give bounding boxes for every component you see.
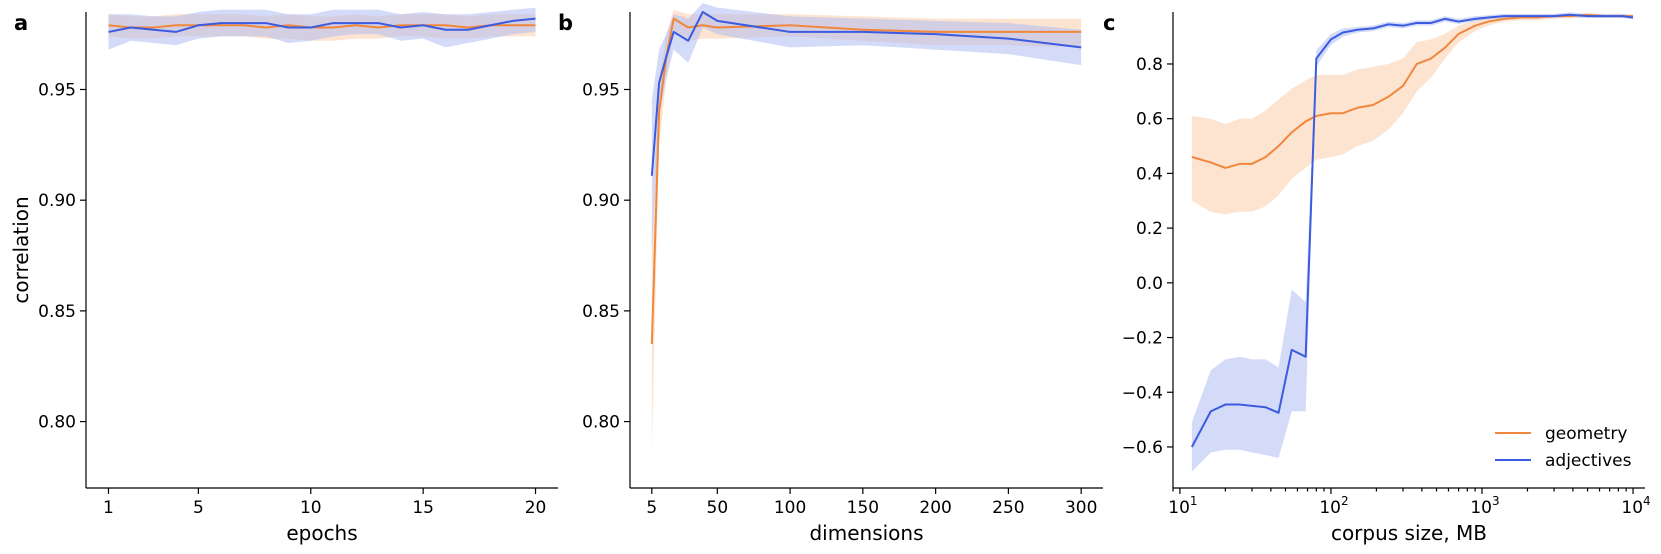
y-tick-label: 0.6 [1136, 110, 1163, 130]
x-tick-label: 103 [1470, 494, 1499, 518]
y-tick-label: 0.80 [582, 413, 620, 433]
confidence-bands [1191, 12, 1634, 472]
confidence-bands [651, 3, 1082, 453]
line-adjectives [1190, 13, 1634, 448]
y-tick-label: −0.6 [1122, 438, 1163, 458]
y-tick-label: 0.90 [38, 191, 76, 211]
x-tick-label: 102 [1319, 494, 1348, 518]
band-geometry [1191, 13, 1634, 215]
line-adjectives [650, 11, 1082, 176]
y-tick-label: −0.4 [1122, 383, 1163, 403]
line-geometry [650, 17, 1082, 345]
x-axis-label: dimensions [809, 521, 923, 545]
x-tick-label: 200 [919, 498, 951, 518]
panel-letter: c [1103, 11, 1115, 35]
x-tick-label: 5 [193, 498, 204, 518]
band-adjectives [1191, 12, 1634, 472]
line-adjectives [108, 17, 536, 33]
band-geometry [651, 9, 1082, 453]
x-tick-label: 50 [707, 498, 729, 518]
x-tick-label: 150 [847, 498, 879, 518]
x-tick-label: 5 [646, 498, 657, 518]
x-tick-label: 101 [1168, 494, 1197, 518]
x-axis-label: corpus size, MB [1331, 521, 1487, 545]
x-tick-label: 1 [103, 498, 114, 518]
y-tick-label: 0.4 [1136, 164, 1163, 184]
y-axis-label: correlation [9, 196, 33, 303]
y-tick-label: 0.95 [582, 80, 620, 100]
band-adjectives [108, 7, 536, 50]
legend-label-adjectives: adjectives [1545, 451, 1632, 471]
x-tick-label: 10 [300, 498, 322, 518]
panel-a: 0.800.850.900.951 5 10 15 20epochscorrelatio… [9, 7, 558, 545]
panel-c: −0.6 −0.4 −0.2 0.0 0.2 0.4 0.6 0.8 101 102 103 104 c… [1103, 11, 1651, 545]
y-tick-label: 0.90 [582, 191, 620, 211]
y-tick-label: 0.85 [582, 302, 620, 322]
x-tick-label: 100 [774, 498, 806, 518]
y-tick-label: 0.0 [1136, 274, 1163, 294]
y-tick-label: 0.8 [1136, 55, 1163, 75]
x-tick-label: 104 [1621, 494, 1650, 518]
band-adjectives [651, 3, 1082, 254]
y-tick-label: −0.2 [1122, 329, 1163, 349]
x-tick-label: 15 [412, 498, 434, 518]
line-geometry [108, 24, 536, 29]
y-tick-label: 0.80 [38, 413, 76, 433]
panel-letter: a [14, 11, 28, 35]
panel-letter: b [558, 11, 573, 35]
panel-b: 0.80 0.85 0.90 0.95 5 50 100 150 200 250 300 dimens… [558, 3, 1103, 545]
x-axis-label: epochs [286, 521, 357, 545]
legend-label-geometry: geometry [1545, 424, 1627, 444]
x-tick-label: 300 [1065, 498, 1097, 518]
y-tick-label: 0.85 [38, 302, 76, 322]
legend: geometry adjectives [1495, 424, 1632, 471]
x-tick-label: 250 [992, 498, 1024, 518]
x-tick-label: 20 [525, 498, 547, 518]
y-tick-label: 0.95 [38, 80, 76, 100]
y-tick-label: 0.2 [1136, 219, 1163, 239]
